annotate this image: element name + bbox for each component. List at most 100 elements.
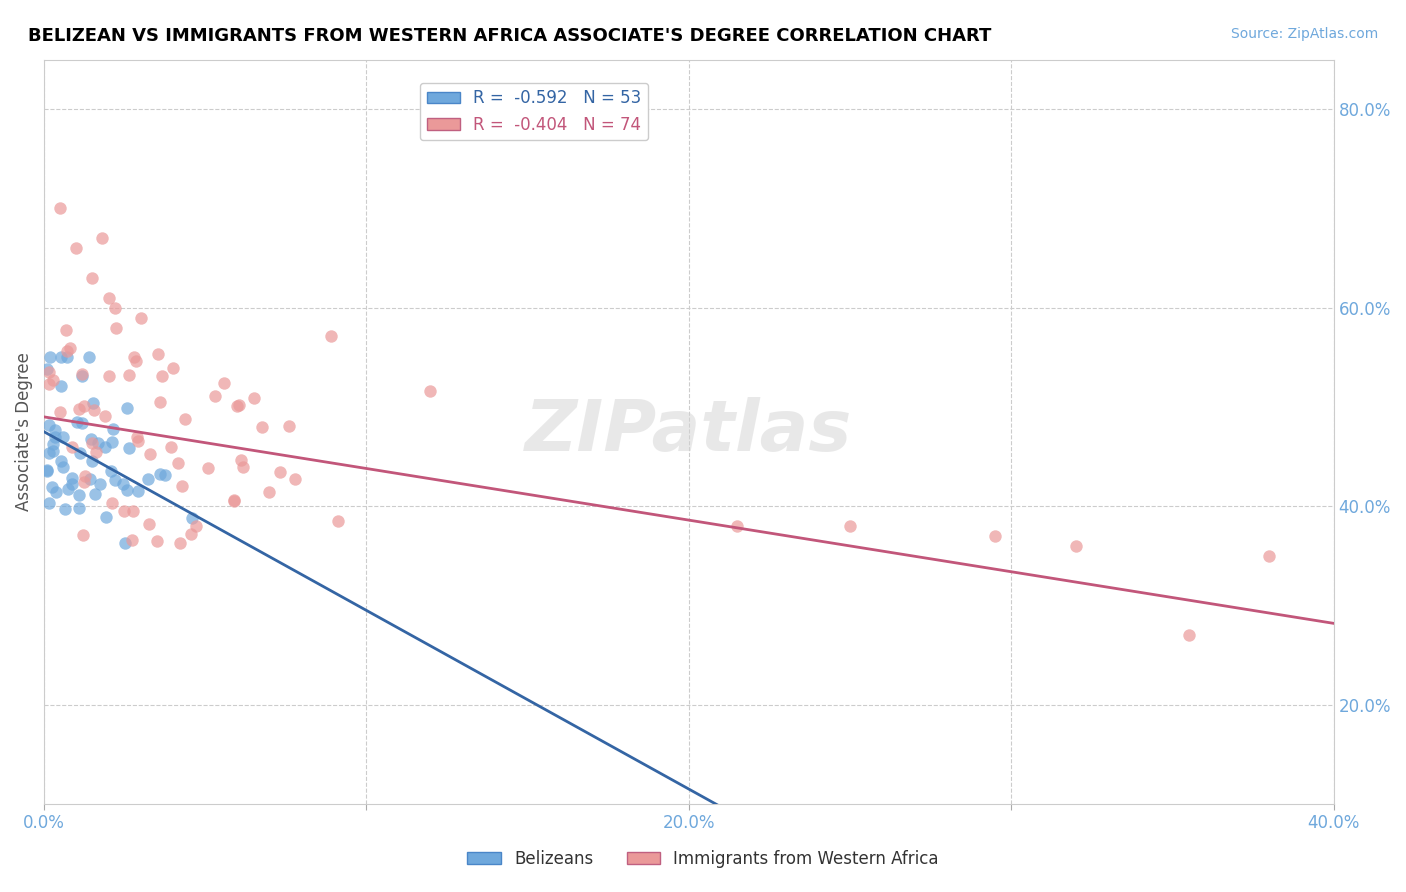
Point [55, 351, 77, 365]
Point [228, 398, 250, 412]
Point [70, 367, 93, 381]
Point [243, 391, 266, 405]
Point [149, 467, 172, 481]
Point [58, 483, 80, 497]
Point [42, 374, 65, 388]
Legend: Belizeans, Immigrants from Western Africa: Belizeans, Immigrants from Western Afric… [461, 844, 945, 875]
Point [37, 463, 59, 477]
Point [79, 472, 101, 486]
Point [84, 487, 107, 501]
Point [97, 291, 120, 305]
Point [222, 493, 245, 508]
Point [60, 471, 83, 485]
Point [326, 514, 349, 528]
Point [319, 328, 342, 343]
Point [37, 362, 59, 376]
Point [73, 475, 96, 489]
Point [231, 452, 253, 467]
Point [112, 477, 135, 491]
Point [984, 529, 1007, 543]
Point [136, 472, 159, 486]
Point [44, 430, 66, 444]
Point [225, 399, 247, 413]
Point [1258, 549, 1281, 563]
Point [72, 416, 94, 430]
Point [181, 510, 204, 524]
Point [49, 379, 72, 393]
Point [162, 361, 184, 376]
Point [125, 430, 148, 444]
Point [77, 351, 100, 365]
Point [94, 409, 117, 424]
Point [100, 464, 122, 478]
Point [160, 440, 183, 454]
Point [212, 376, 235, 391]
Point [138, 516, 160, 531]
Point [103, 422, 125, 436]
Point [139, 447, 162, 461]
Point [149, 395, 172, 409]
Point [49, 202, 72, 216]
Point [60, 477, 83, 491]
Point [114, 536, 136, 550]
Point [60, 440, 83, 454]
Point [41, 480, 63, 494]
Point [80, 436, 103, 450]
Point [259, 485, 281, 500]
Point [269, 465, 291, 479]
Point [839, 519, 862, 533]
Point [125, 353, 148, 368]
Point [82, 271, 104, 285]
Point [419, 384, 441, 398]
Point [83, 403, 105, 417]
Point [150, 369, 173, 384]
Point [44, 423, 66, 437]
Point [101, 435, 124, 450]
Point [82, 396, 104, 410]
Point [127, 434, 149, 449]
Point [67, 501, 90, 516]
Point [117, 483, 139, 498]
Y-axis label: Associate's Degree: Associate's Degree [15, 352, 32, 511]
Point [172, 479, 194, 493]
Point [145, 534, 167, 549]
Point [52, 430, 75, 444]
Point [129, 310, 152, 325]
Legend: R =  -0.592   N = 53, R =  -0.404   N = 74: R = -0.592 N = 53, R = -0.404 N = 74 [420, 83, 648, 140]
Point [180, 526, 202, 541]
Point [39, 351, 62, 365]
Point [118, 368, 141, 383]
Text: Source: ZipAtlas.com: Source: ZipAtlas.com [1230, 27, 1378, 41]
Point [56, 343, 79, 358]
Point [115, 401, 138, 416]
Point [80, 453, 103, 467]
Point [278, 419, 301, 434]
Point [45, 485, 67, 500]
Point [38, 365, 60, 379]
Point [94, 510, 117, 524]
Text: BELIZEAN VS IMMIGRANTS FROM WESTERN AFRICA ASSOCIATE'S DEGREE CORRELATION CHART: BELIZEAN VS IMMIGRANTS FROM WESTERN AFRI… [28, 27, 991, 45]
Point [101, 496, 124, 510]
Point [93, 441, 115, 455]
Point [112, 504, 135, 518]
Point [69, 446, 91, 460]
Point [38, 496, 60, 510]
Point [148, 347, 170, 361]
Point [84, 445, 107, 459]
Point [97, 368, 120, 383]
Point [167, 456, 190, 470]
Point [122, 504, 145, 518]
Point [104, 301, 127, 315]
Point [252, 420, 274, 434]
Point [75, 469, 97, 483]
Point [37, 464, 59, 478]
Point [70, 369, 93, 384]
Point [87, 436, 110, 450]
Point [67, 402, 90, 417]
Point [79, 432, 101, 446]
Point [91, 231, 114, 245]
Point [174, 411, 197, 425]
Point [104, 473, 127, 487]
Point [51, 453, 73, 467]
Point [197, 461, 219, 475]
